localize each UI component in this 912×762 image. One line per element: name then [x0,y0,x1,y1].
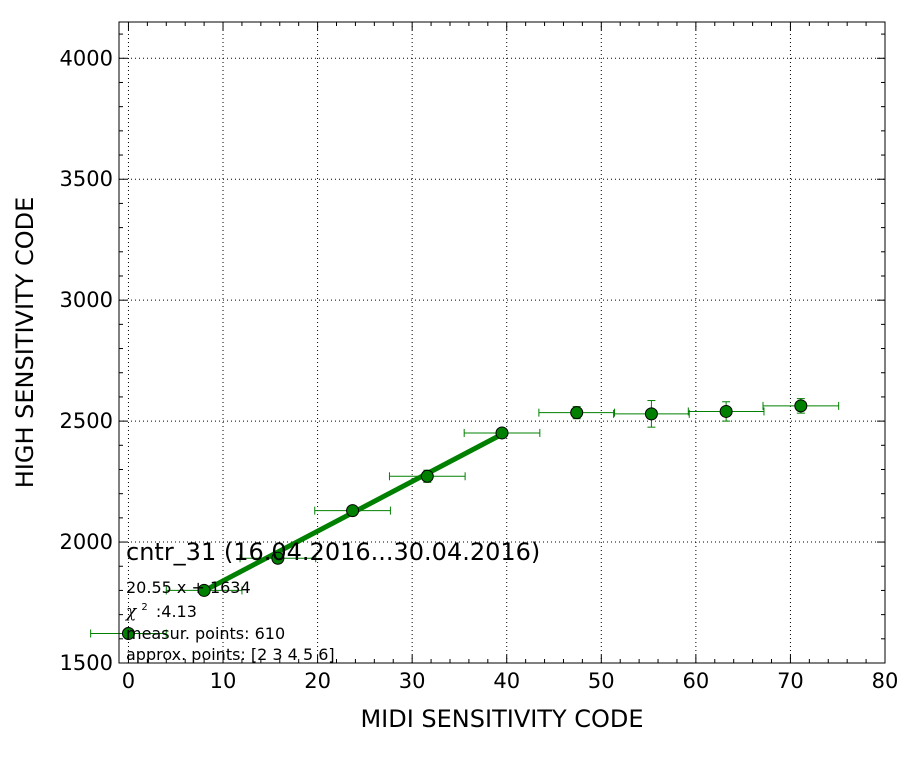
plot-frame [118,21,886,664]
y-tick-label: 4000 [60,46,113,70]
y-tick-label: 1500 [60,651,113,675]
chi2-text: χ 2 :4.13 [125,595,197,622]
x-tick-label: 40 [493,669,520,693]
data-point [346,504,360,518]
grid [119,22,885,663]
data-point [121,626,135,640]
y-axis-ticks: 1500 2000 2500 3000 3500 4000 [60,46,885,675]
x-tick-label: 30 [399,669,426,693]
approx-points-text: approx. points: [2 3 4 5 6] [126,645,335,664]
x-axis-ticks: 0 10 20 30 40 50 60 70 80 [122,22,899,693]
y-tick-label: 3500 [60,167,113,191]
x-tick-label: 50 [588,669,615,693]
data-point [570,406,584,420]
chi2-superscript: 2 [141,602,147,613]
chi2-symbol: χ [125,602,138,622]
x-tick-label: 80 [872,669,899,693]
data-point [794,399,808,413]
data-point [197,583,211,597]
x-tick-label: 60 [682,669,709,693]
fit-formula-text: 20.55 x + 1634 [126,578,251,597]
data-point [495,426,509,440]
x-tick-label: 0 [122,669,135,693]
x-tick-label: 70 [777,669,804,693]
chi2-value: :4.13 [156,602,197,621]
x-axis-label: MIDI SENSITIVITY CODE [360,705,643,733]
chart-title: cntr_31 (16.04.2016...30.04.2016) [126,538,540,566]
x-tick-label: 20 [304,669,331,693]
data-points [121,399,808,640]
y-axis-label: HIGH SENSITIVITY CODE [11,197,39,489]
y-tick-label: 2000 [60,530,113,554]
plot-area [119,22,885,663]
data-point [420,469,434,483]
measur-points-text: measur. points: 610 [126,624,285,643]
data-point [644,407,658,421]
data-point [719,404,733,418]
y-tick-label: 3000 [60,288,113,312]
data-point [271,551,285,565]
y-tick-label: 2500 [60,409,113,433]
minor-ticks [119,22,885,663]
x-tick-label: 10 [210,669,237,693]
